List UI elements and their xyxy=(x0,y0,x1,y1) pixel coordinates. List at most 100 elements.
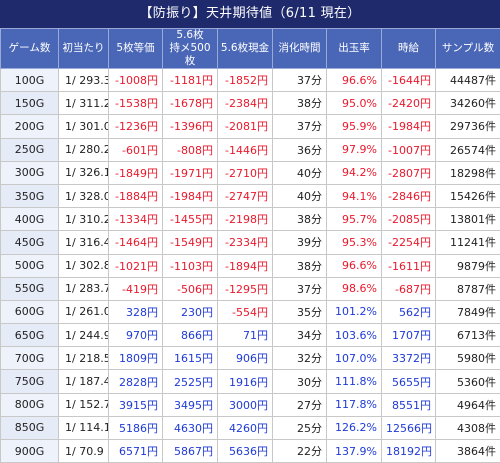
cell-play-time: 37分 xyxy=(273,277,327,300)
cell-samples: 44487件 xyxy=(436,69,500,92)
page-title: 【防振り】天井期待値（6/11 現在） xyxy=(0,0,500,28)
cell-game-count: 700G xyxy=(1,347,59,370)
cell-5-coin-equal: 6571円 xyxy=(109,440,163,463)
cell-5-6-mochi: -1678円 xyxy=(163,92,218,115)
expected-value-table: ゲーム数 初当たり 5枚等価 5.6枚 持メ500枚 5.6枚現金 消化時間 出… xyxy=(0,28,500,463)
header-game-count: ゲーム数 xyxy=(1,29,59,69)
cell-game-count: 150G xyxy=(1,92,59,115)
header-5-6-line2: 持メ500枚 xyxy=(165,42,215,68)
cell-game-count: 350G xyxy=(1,184,59,207)
cell-5-6-cash: 1916円 xyxy=(218,370,273,393)
cell-hourly: -1644円 xyxy=(382,69,436,92)
cell-5-6-cash: -2710円 xyxy=(218,161,273,184)
cell-samples: 5980件 xyxy=(436,347,500,370)
cell-5-6-mochi: -1549円 xyxy=(163,231,218,254)
cell-samples: 11241件 xyxy=(436,231,500,254)
cell-5-6-cash: -554円 xyxy=(218,300,273,323)
cell-play-time: 27分 xyxy=(273,393,327,416)
cell-first-hit: 1/ 311.2 xyxy=(59,92,109,115)
cell-hourly: 5655円 xyxy=(382,370,436,393)
cell-hourly: -2254円 xyxy=(382,231,436,254)
cell-payout-rate: 95.3% xyxy=(327,231,382,254)
cell-first-hit: 1/ 187.4 xyxy=(59,370,109,393)
cell-5-coin-equal: -601円 xyxy=(109,138,163,161)
cell-5-6-mochi: -1181円 xyxy=(163,69,218,92)
cell-first-hit: 1/ 310.2 xyxy=(59,208,109,231)
cell-game-count: 400G xyxy=(1,208,59,231)
cell-first-hit: 1/ 326.1 xyxy=(59,161,109,184)
cell-play-time: 38分 xyxy=(273,254,327,277)
cell-5-6-mochi: 230円 xyxy=(163,300,218,323)
header-play-time: 消化時間 xyxy=(273,29,327,69)
cell-hourly: -2846円 xyxy=(382,184,436,207)
cell-samples: 26574件 xyxy=(436,138,500,161)
cell-first-hit: 1/ 280.2 xyxy=(59,138,109,161)
cell-samples: 18298件 xyxy=(436,161,500,184)
cell-payout-rate: 101.2% xyxy=(327,300,382,323)
cell-samples: 9879件 xyxy=(436,254,500,277)
cell-play-time: 38分 xyxy=(273,208,327,231)
cell-5-6-mochi: 5867円 xyxy=(163,440,218,463)
cell-5-6-cash: 5636円 xyxy=(218,440,273,463)
cell-5-coin-equal: -1538円 xyxy=(109,92,163,115)
cell-payout-rate: 95.0% xyxy=(327,92,382,115)
cell-game-count: 300G xyxy=(1,161,59,184)
cell-payout-rate: 137.9% xyxy=(327,440,382,463)
cell-play-time: 37分 xyxy=(273,69,327,92)
cell-5-6-cash: -1446円 xyxy=(218,138,273,161)
cell-first-hit: 1/ 261.0 xyxy=(59,300,109,323)
cell-hourly: 1707円 xyxy=(382,324,436,347)
cell-game-count: 200G xyxy=(1,115,59,138)
cell-5-coin-equal: -419円 xyxy=(109,277,163,300)
cell-payout-rate: 111.8% xyxy=(327,370,382,393)
cell-game-count: 100G xyxy=(1,69,59,92)
cell-hourly: 3372円 xyxy=(382,347,436,370)
cell-5-6-cash: -1852円 xyxy=(218,69,273,92)
cell-samples: 15426件 xyxy=(436,184,500,207)
cell-payout-rate: 98.6% xyxy=(327,277,382,300)
cell-play-time: 32分 xyxy=(273,347,327,370)
cell-samples: 8787件 xyxy=(436,277,500,300)
cell-first-hit: 1/ 152.7 xyxy=(59,393,109,416)
cell-samples: 7849件 xyxy=(436,300,500,323)
cell-first-hit: 1/ 301.0 xyxy=(59,115,109,138)
cell-5-6-cash: 3000円 xyxy=(218,393,273,416)
cell-game-count: 550G xyxy=(1,277,59,300)
cell-5-coin-equal: -1849円 xyxy=(109,161,163,184)
cell-game-count: 600G xyxy=(1,300,59,323)
cell-payout-rate: 96.6% xyxy=(327,69,382,92)
cell-samples: 13801件 xyxy=(436,208,500,231)
cell-hourly: 8551円 xyxy=(382,393,436,416)
table-screenshot: 【防振り】天井期待値（6/11 現在） ゲーム数 初当たり 5枚等価 5.6枚 … xyxy=(0,0,500,428)
cell-first-hit: 1/ 293.3 xyxy=(59,69,109,92)
cell-first-hit: 1/ 70.9 xyxy=(59,440,109,463)
cell-payout-rate: 95.9% xyxy=(327,115,382,138)
header-row: ゲーム数 初当たり 5枚等価 5.6枚 持メ500枚 5.6枚現金 消化時間 出… xyxy=(1,29,500,69)
cell-hourly: -2420円 xyxy=(382,92,436,115)
cell-5-coin-equal: -1334円 xyxy=(109,208,163,231)
cell-play-time: 39分 xyxy=(273,231,327,254)
header-5-6-line1: 5.6枚 xyxy=(165,29,215,42)
cell-first-hit: 1/ 316.4 xyxy=(59,231,109,254)
cell-play-time: 34分 xyxy=(273,324,327,347)
cell-payout-rate: 94.2% xyxy=(327,161,382,184)
header-payout-rate: 出玉率 xyxy=(327,29,382,69)
cell-5-6-cash: 906円 xyxy=(218,347,273,370)
cell-hourly: -1984円 xyxy=(382,115,436,138)
cell-hourly: -687円 xyxy=(382,277,436,300)
cell-samples: 4964件 xyxy=(436,393,500,416)
cell-first-hit: 1/ 302.8 xyxy=(59,254,109,277)
cell-game-count: 800G xyxy=(1,393,59,416)
cell-play-time: 40分 xyxy=(273,161,327,184)
cell-payout-rate: 94.1% xyxy=(327,184,382,207)
cell-first-hit: 1/ 244.9 xyxy=(59,324,109,347)
header-5-6-mochi: 5.6枚 持メ500枚 xyxy=(163,29,218,69)
